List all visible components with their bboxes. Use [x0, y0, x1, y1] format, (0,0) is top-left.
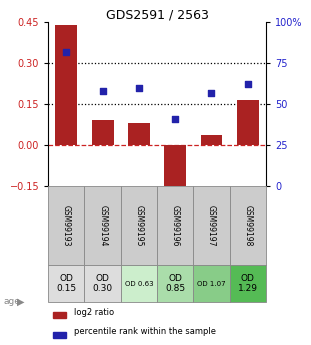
Bar: [53, 332, 66, 337]
Text: OD 1.07: OD 1.07: [197, 280, 226, 287]
Text: OD 0.63: OD 0.63: [125, 280, 153, 287]
Bar: [92, 120, 114, 145]
Bar: [85, 186, 121, 265]
Point: [137, 85, 142, 90]
Bar: [193, 186, 230, 265]
Bar: [230, 265, 266, 302]
Bar: [48, 265, 85, 302]
Text: OD
1.29: OD 1.29: [238, 274, 258, 293]
Bar: [53, 313, 66, 318]
Text: GSM99193: GSM99193: [62, 205, 71, 246]
Text: OD
0.15: OD 0.15: [56, 274, 77, 293]
Text: GSM99195: GSM99195: [134, 205, 143, 246]
Text: GSM99198: GSM99198: [243, 205, 252, 246]
Point: [100, 88, 105, 94]
Point: [64, 49, 69, 55]
Text: log2 ratio: log2 ratio: [74, 308, 114, 317]
Bar: [157, 186, 193, 265]
Bar: [237, 100, 259, 145]
Bar: [201, 135, 222, 145]
Text: GSM99194: GSM99194: [98, 205, 107, 246]
Text: OD
0.30: OD 0.30: [93, 274, 113, 293]
Text: ▶: ▶: [17, 297, 25, 307]
Bar: [164, 145, 186, 194]
Text: GSM99196: GSM99196: [171, 205, 180, 246]
Text: percentile rank within the sample: percentile rank within the sample: [74, 327, 216, 336]
Bar: [128, 123, 150, 145]
Title: GDS2591 / 2563: GDS2591 / 2563: [106, 8, 208, 21]
Text: OD
0.85: OD 0.85: [165, 274, 185, 293]
Bar: [48, 186, 85, 265]
Point: [245, 82, 250, 87]
Point: [173, 116, 178, 121]
Bar: [55, 25, 77, 145]
Bar: [157, 265, 193, 302]
Bar: [193, 265, 230, 302]
Point: [209, 90, 214, 95]
Text: age: age: [3, 297, 20, 306]
Bar: [230, 186, 266, 265]
Bar: [121, 265, 157, 302]
Text: GSM99197: GSM99197: [207, 205, 216, 246]
Bar: [121, 186, 157, 265]
Bar: [85, 265, 121, 302]
